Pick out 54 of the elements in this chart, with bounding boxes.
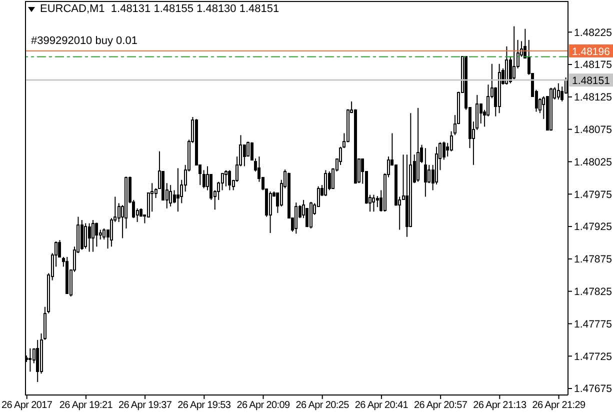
candlestick — [169, 184, 172, 207]
y-tick-label: 1.48225 — [574, 26, 612, 39]
y-tick-label: 1.48125 — [574, 92, 612, 104]
y-tick-label: 1.47675 — [574, 383, 612, 396]
candlestick — [228, 170, 232, 191]
x-tick-label: 26 Apr 2017 — [2, 400, 53, 411]
candlestick — [246, 141, 250, 158]
candlestick — [88, 222, 91, 252]
x-tick-label: 26 Apr 19:21 — [59, 400, 114, 411]
candlestick — [220, 172, 224, 191]
y-tick-label: 1.47925 — [574, 221, 612, 234]
x-tick-label: 26 Apr 19:53 — [178, 400, 232, 411]
candlestick — [36, 339, 40, 383]
ref-line-label: 1.48151 — [572, 75, 610, 88]
candlestick — [505, 46, 508, 86]
candlestick — [512, 26, 516, 80]
y-tick-label: 1.48075 — [574, 124, 612, 136]
candlestick — [294, 202, 298, 234]
candlestick — [324, 170, 328, 197]
candlestick — [424, 148, 427, 198]
candlestick — [91, 220, 94, 252]
candlestick — [309, 201, 312, 229]
x-tick-label: 26 Apr 21:13 — [473, 400, 527, 411]
y-tick-label: 1.47775 — [574, 318, 612, 330]
candlestick — [176, 168, 180, 212]
x-tick-label: 26 Apr 20:57 — [414, 400, 468, 411]
candlestick — [95, 222, 98, 248]
x-tick-label: 26 Apr 20:25 — [296, 400, 350, 411]
y-tick-label: 1.47875 — [574, 254, 612, 266]
ref-line-label: 1.48196 — [572, 46, 610, 58]
y-tick-label: 1.47975 — [574, 188, 612, 201]
candlestick — [442, 141, 446, 160]
annotation: #399292010 buy 0.01 — [31, 34, 138, 48]
candlestick — [202, 170, 206, 189]
x-tick-label: 26 Apr 19:37 — [118, 400, 172, 411]
candlestick — [28, 348, 32, 372]
candlestick — [268, 191, 272, 234]
candlestick — [102, 228, 106, 240]
y-tick-label: 1.47825 — [574, 286, 612, 298]
y-tick-label: 1.48175 — [574, 59, 612, 72]
chart-title: EURCAD,M1 1.48131 1.48155 1.48130 1.48151 — [40, 3, 280, 16]
y-tick-label: 1.48025 — [574, 156, 612, 168]
candlestick — [376, 196, 379, 208]
candlestick — [428, 164, 431, 184]
candlestick — [556, 82, 560, 100]
x-tick-label: 26 Apr 20:09 — [236, 400, 291, 411]
candlestick — [80, 220, 84, 250]
candlestick — [242, 144, 246, 167]
candlestick — [224, 170, 228, 187]
candlestick — [84, 222, 88, 250]
y-tick-label: 1.47725 — [574, 350, 612, 363]
candlestick — [372, 194, 376, 212]
x-tick-label: 26 Apr 20:41 — [354, 400, 409, 411]
x-tick-label: 26 Apr 21:29 — [532, 400, 586, 411]
